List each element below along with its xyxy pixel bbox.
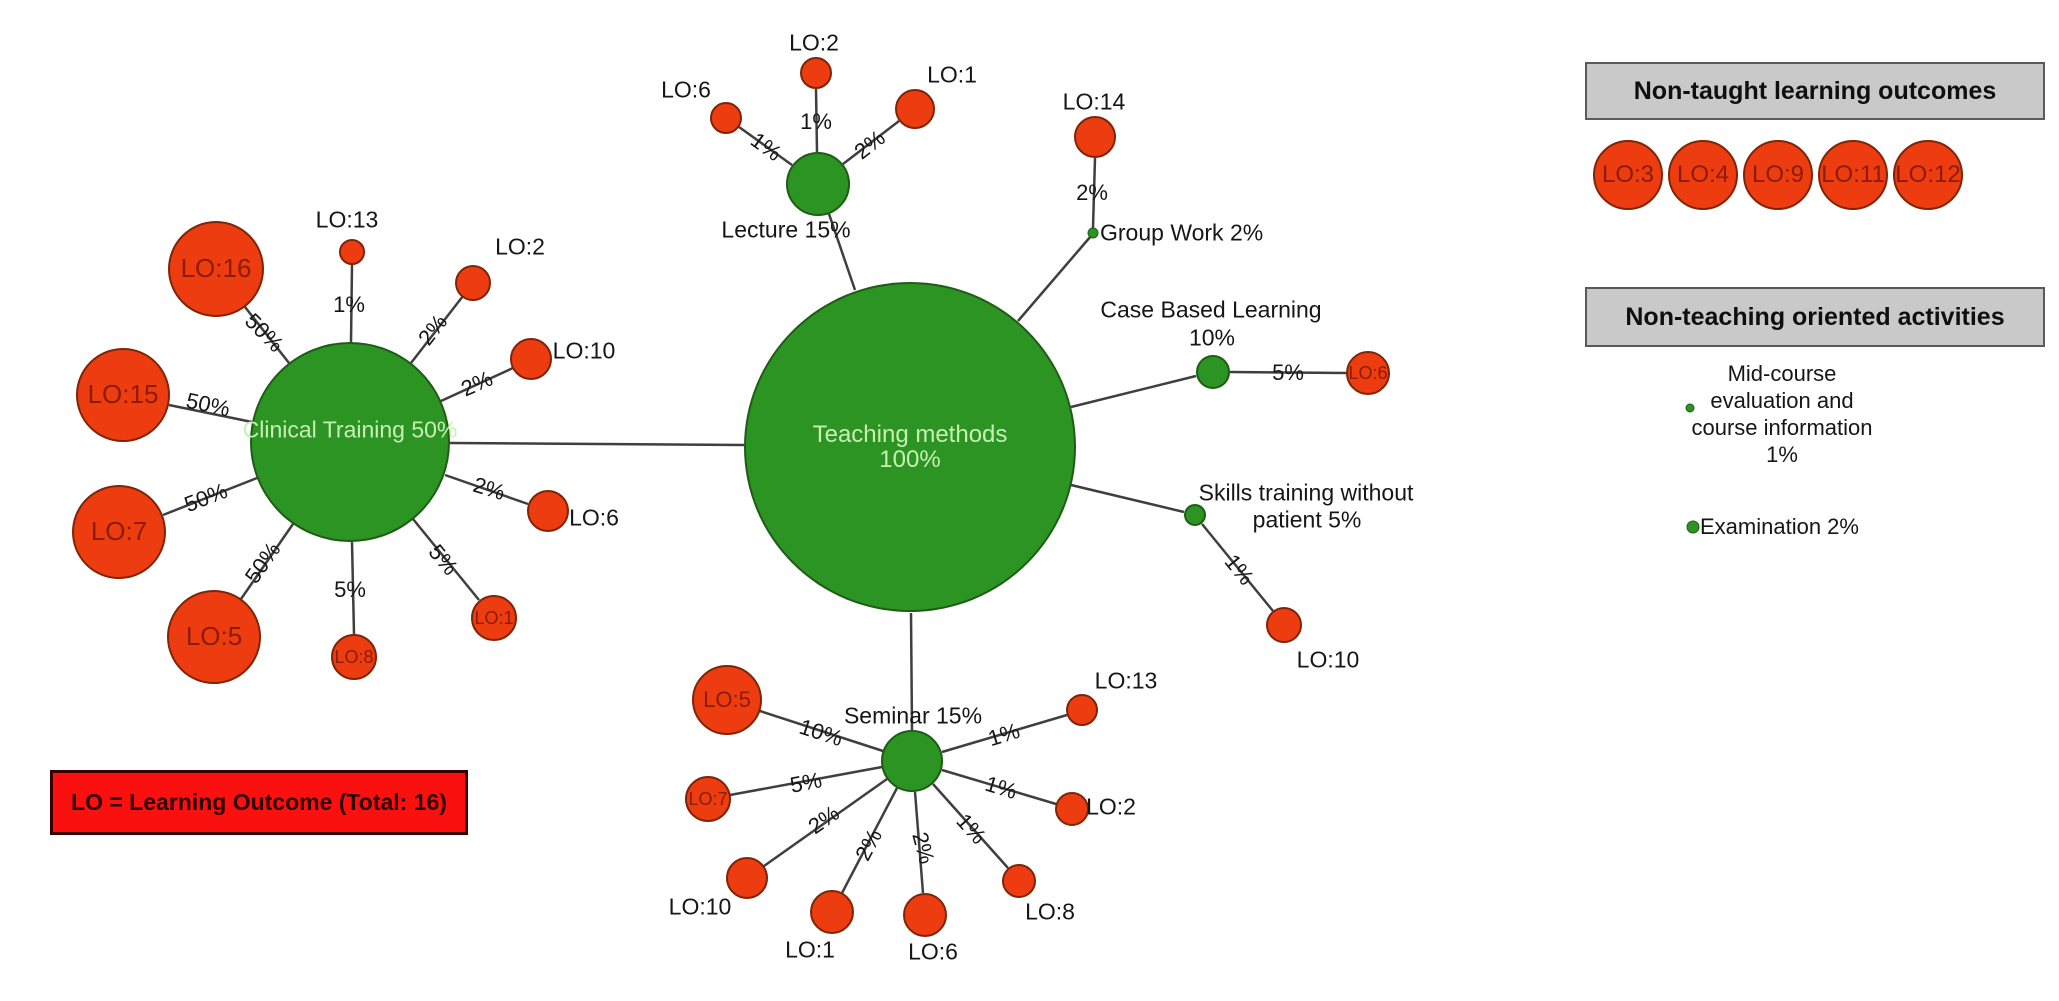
skills-training-label-line1: Skills training without	[1198, 479, 1414, 506]
seminar-sat-lo7: LO:7	[685, 776, 731, 822]
midcourse-line3: course information	[1691, 415, 1873, 440]
non-teaching-activities-header: Non-teaching oriented activities	[1585, 287, 2045, 347]
seminar-lo5-label: LO:5	[703, 687, 751, 713]
midcourse-line1: Mid-course	[1727, 361, 1837, 386]
lecture-lo2-label: LO:2	[789, 29, 839, 56]
lecture-sat-lo2	[800, 57, 832, 89]
clinical-lo13-label: LO:13	[315, 206, 379, 233]
teaching-methods-label: Teaching methods 100%	[812, 420, 1008, 473]
clinical-lo7-label: LO:7	[90, 516, 148, 547]
clinical-sat-lo10	[510, 338, 552, 380]
teaching-methods-line2: 100%	[879, 446, 941, 473]
seminar-lo6-label: LO:6	[908, 938, 958, 965]
seminar-lo8-label: LO:8	[1025, 898, 1075, 925]
non-taught-lo12-label: LO:12	[1895, 161, 1961, 189]
lecture-lo1-label: LO:1	[927, 61, 977, 88]
node-clinical-training	[250, 342, 450, 542]
midcourse-evaluation-label: Mid-course evaluation and course informa…	[1692, 360, 1873, 468]
node-skills-training	[1184, 504, 1206, 526]
clinical-lo6-label: LO:6	[569, 504, 619, 531]
clinical-sat-lo7: LO:7	[72, 485, 166, 579]
case-based-learning-pct-label: 10%	[1189, 325, 1235, 350]
clinical-sat-lo16: LO:16	[168, 221, 264, 317]
clinical-sat-lo5: LO:5	[167, 590, 261, 684]
non-taught-lo11-label: LO:11	[1821, 161, 1885, 189]
seminar-sat-lo2	[1055, 792, 1089, 826]
seminar-sat-lo13	[1066, 694, 1098, 726]
seminar-sat-lo1	[810, 890, 854, 934]
midcourse-line2: evaluation and	[1710, 388, 1854, 413]
non-taught-lo3: LO:3	[1593, 140, 1663, 210]
teaching-methods-line1: Teaching methods	[812, 420, 1008, 448]
clinical-sat-lo1: LO:1	[471, 595, 517, 641]
clinical-lo1-label: LO:1	[474, 607, 514, 628]
clinical-lo10-label: LO:10	[552, 337, 616, 364]
lecture-lo6-label: LO:6	[661, 76, 711, 103]
non-taught-lo4-label: LO:4	[1676, 161, 1730, 189]
seminar-lo1-label: LO:1	[785, 936, 835, 963]
lecture-sat-lo1	[895, 89, 935, 129]
case-based-sat-lo6: LO:6	[1346, 351, 1390, 395]
seminar-lo10-label: LO:10	[668, 893, 732, 920]
non-taught-lo3-label: LO:3	[1601, 161, 1655, 189]
node-teaching-methods: Teaching methods 100%	[744, 282, 1076, 612]
non-teaching-activities-title: Non-teaching oriented activities	[1625, 302, 2005, 331]
seminar-sat-lo8	[1002, 864, 1036, 898]
non-taught-lo4: LO:4	[1668, 140, 1738, 210]
case-based-line2: 10%	[1188, 324, 1236, 351]
midcourse-dot	[1685, 403, 1695, 413]
non-taught-lo9-label: LO:9	[1751, 161, 1805, 189]
clinical-lo15-label: LO:15	[87, 379, 159, 410]
seminar-lo7-label: LO:7	[688, 788, 728, 809]
clinical-lo16-label: LO:16	[180, 253, 252, 284]
node-lecture	[786, 152, 850, 216]
non-taught-outcomes-title: Non-taught learning outcomes	[1633, 76, 1997, 105]
seminar-sat-lo5: LO:5	[692, 665, 762, 735]
seminar-sat-lo6	[903, 893, 947, 937]
non-taught-lo9: LO:9	[1743, 140, 1813, 210]
case-based-learning-label: Case Based Learning	[1100, 297, 1321, 322]
clinical-sat-lo2	[455, 265, 491, 301]
clinical-sat-lo13	[339, 239, 365, 265]
seminar-lo2-label: LO:2	[1086, 793, 1136, 820]
clinical-sat-lo8: LO:8	[331, 634, 377, 680]
lecture-pct-lo2: 1%	[800, 109, 832, 134]
case-based-lo6-label: LO:6	[1348, 362, 1388, 383]
legend-text: LO = Learning Outcome (Total: 16)	[71, 789, 447, 815]
seminar-sat-lo10	[726, 857, 768, 899]
midcourse-line4: 1%	[1766, 442, 1798, 467]
lecture-sat-lo6	[710, 102, 742, 134]
skills-sat-lo10	[1266, 607, 1302, 643]
node-seminar	[881, 730, 943, 792]
clinical-lo5-label: LO:5	[185, 621, 243, 652]
non-taught-lo11: LO:11	[1818, 140, 1888, 210]
examination-dot	[1686, 520, 1700, 534]
clinical-lo8-label: LO:8	[334, 646, 374, 667]
group-work-lo14-label: LO:14	[1062, 88, 1126, 115]
skills-training-label-line2: patient 5%	[1252, 506, 1362, 533]
clinical-sat-lo6	[527, 490, 569, 532]
non-taught-outcomes-header: Non-taught learning outcomes	[1585, 62, 2045, 120]
node-case-based-learning	[1196, 355, 1230, 389]
seminar-lo13-label: LO:13	[1094, 667, 1158, 694]
clinical-pct-lo8: 5%	[334, 577, 366, 602]
case-based-pct-lo6: 5%	[1272, 360, 1304, 385]
legend-box: LO = Learning Outcome (Total: 16)	[50, 770, 468, 835]
node-group-work	[1087, 227, 1099, 239]
case-based-line1: Case Based Learning	[1100, 296, 1322, 323]
group-work-label: Group Work 2%	[1100, 219, 1264, 246]
clinical-training-label: Clinical Training 50%	[242, 416, 458, 443]
lecture-label: Lecture 15%	[721, 216, 851, 243]
group-work-pct-lo14: 2%	[1076, 180, 1108, 205]
group-work-sat-lo14	[1074, 116, 1116, 158]
non-taught-lo12: LO:12	[1893, 140, 1963, 210]
clinical-lo2-label: LO:2	[495, 233, 545, 260]
skills-lo10-label: LO:10	[1296, 646, 1360, 673]
examination-label: Examination 2%	[1700, 513, 1859, 539]
clinical-sat-lo15: LO:15	[76, 348, 170, 442]
seminar-label: Seminar 15%	[843, 702, 983, 729]
clinical-pct-lo13: 1%	[333, 292, 365, 317]
